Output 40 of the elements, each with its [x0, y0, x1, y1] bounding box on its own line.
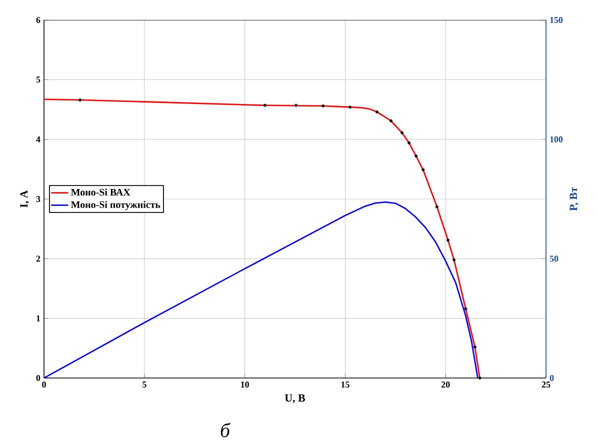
y-tick-label: 0 [36, 374, 40, 382]
point [435, 205, 438, 208]
point [389, 119, 392, 122]
x-tick-label: 0 [42, 382, 46, 388]
point [422, 168, 425, 172]
point [263, 104, 266, 107]
x-tick-label: 25 [542, 382, 550, 388]
point [322, 104, 325, 108]
y-tick-label: 2 [36, 256, 40, 262]
y-tick-label: 6 [36, 16, 40, 24]
point [464, 307, 468, 310]
point [473, 345, 476, 348]
x-tick-label: 20 [441, 382, 450, 388]
x-tick-label: 5 [142, 382, 146, 388]
point [400, 131, 404, 134]
y2-tick-label: 0 [550, 374, 554, 382]
y-tick-label: 3 [36, 196, 40, 202]
point [408, 141, 411, 144]
point [414, 154, 418, 158]
point [78, 98, 82, 102]
y-axis-title: I, A [20, 190, 30, 208]
y-tick-label: 4 [36, 136, 40, 142]
y-tick-label: 1 [36, 315, 40, 322]
y2-tick-label: 50 [550, 256, 558, 262]
x-tick-label: 10 [241, 382, 249, 388]
legend-label: Моно-Si потужність [71, 200, 160, 210]
point [446, 238, 450, 242]
x-tick-label: 15 [341, 382, 350, 388]
y2-axis-title: P, Вт [570, 187, 579, 211]
point [452, 258, 456, 262]
y2-tick-label: 150 [550, 16, 563, 24]
legend-label: Моно-Si ВАХ [71, 188, 130, 196]
point [375, 110, 378, 114]
x-axis-title: U, B [284, 394, 306, 404]
text: б [220, 422, 231, 438]
y-tick-label: 5 [36, 76, 40, 83]
point [478, 376, 482, 380]
y2-tick-label: 100 [550, 136, 563, 142]
point [294, 104, 298, 107]
point [348, 106, 352, 109]
